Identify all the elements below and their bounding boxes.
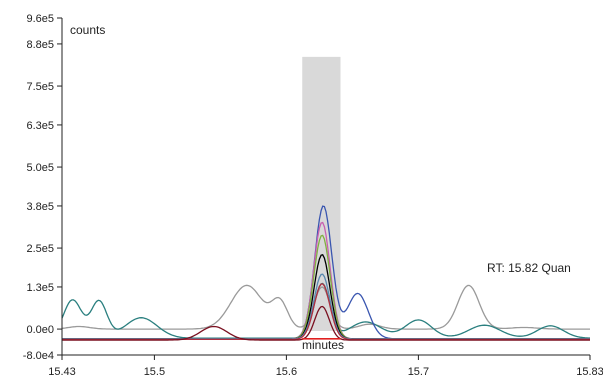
series-line <box>62 283 590 341</box>
x-axis-ticks: 15.43 15.5 15.6 15.7 15.83 <box>48 355 603 378</box>
highlight-band-group <box>302 56 341 332</box>
y-tick-label: 6.3e5 <box>26 120 54 132</box>
highlight-band <box>302 56 341 332</box>
series-lines <box>61 205 590 341</box>
y-tick-label: 2.5e5 <box>26 243 54 255</box>
x-axis-label: minutes <box>302 338 344 352</box>
y-tick-label: 8.8e5 <box>26 39 54 51</box>
y-tick-label: 1.3e5 <box>26 282 54 294</box>
rt-annotation: RT: 15.82 Quan <box>487 261 571 275</box>
x-tick-label: 15.7 <box>408 366 429 378</box>
y-tick-label: 7.5e5 <box>26 81 54 93</box>
x-tick-label: 15.5 <box>144 366 165 378</box>
y-axis-ticks: -8.0e4 0.0e0 1.3e5 2.5e5 3.8e5 5.0e5 6.3e5 7.5e… <box>23 13 62 362</box>
x-tick-label: 15.6 <box>276 366 297 378</box>
x-tick-label: 15.43 <box>48 366 76 378</box>
series-line <box>62 305 590 341</box>
x-tick-label: 15.83 <box>576 366 603 378</box>
y-tick-label: 0.0e0 <box>26 324 54 336</box>
y-tick-label: 5.0e5 <box>26 162 54 174</box>
y-tick-label: -8.0e4 <box>23 350 54 362</box>
y-tick-label: 9.6e5 <box>26 13 54 25</box>
y-tick-label: 3.8e5 <box>26 201 54 213</box>
y-axis-label: counts <box>70 23 105 37</box>
